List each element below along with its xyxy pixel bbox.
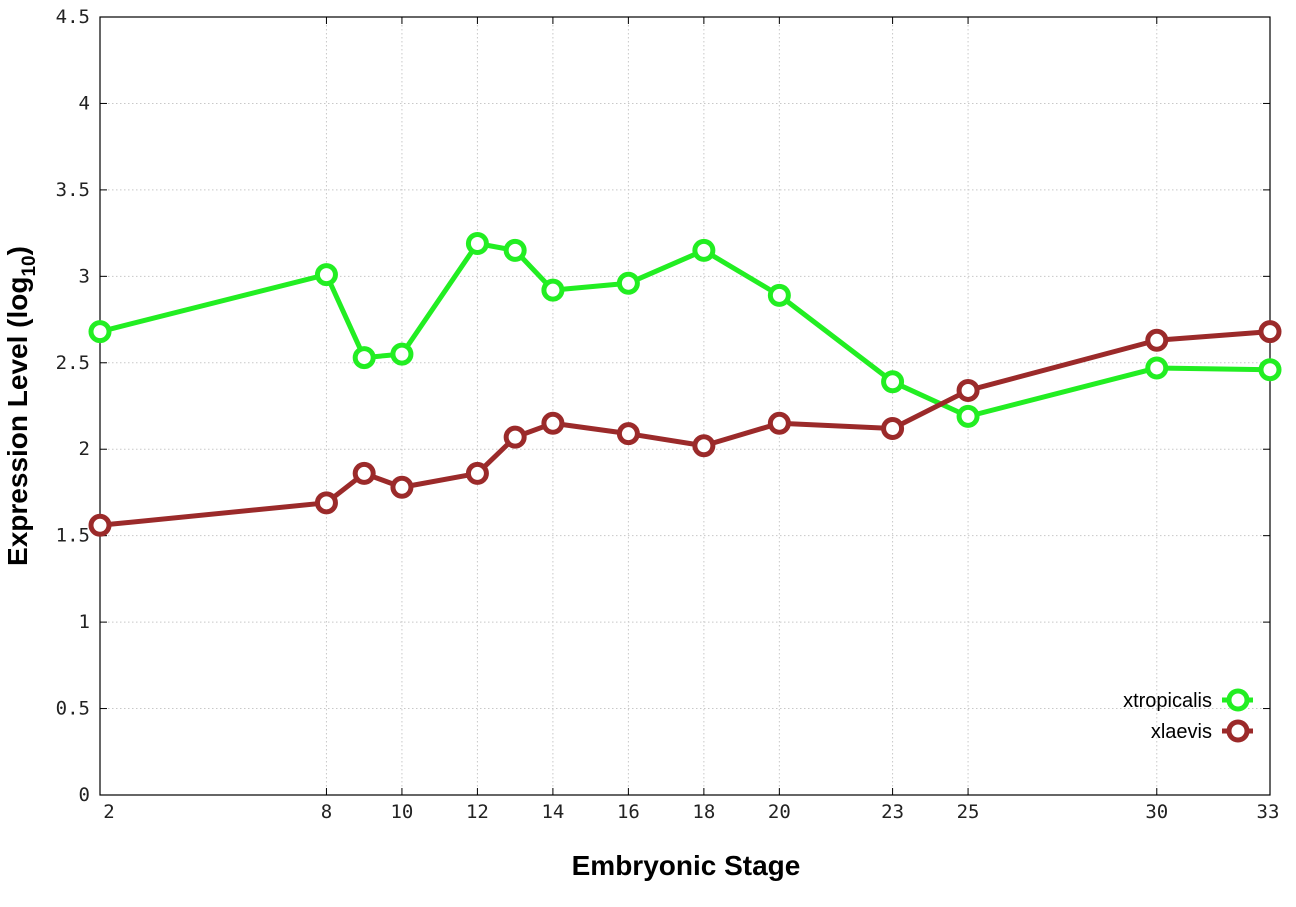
y-tick-label: 0.5 — [56, 698, 90, 720]
data-point-xlaevis-stage-12 — [465, 461, 489, 485]
data-point-xlaevis-stage-33 — [1258, 320, 1282, 344]
data-point-xlaevis-stage-10 — [390, 475, 414, 499]
y-tick-label: 2 — [79, 438, 90, 460]
data-point-xtropicalis-stage-8 — [314, 263, 338, 287]
x-tick-label: 25 — [957, 801, 980, 823]
y-axis-title: Expression Level (log10) — [2, 246, 40, 566]
x-tick-label: 33 — [1257, 801, 1280, 823]
legend-label-xtropicalis: xtropicalis — [1123, 690, 1212, 712]
data-point-xtropicalis-stage-10 — [390, 342, 414, 366]
series-line-xlaevis — [99, 329, 1271, 528]
plot-border — [99, 16, 1271, 796]
y-tick-label: 2.5 — [56, 352, 90, 374]
x-tick-label: 30 — [1145, 801, 1168, 823]
data-point-xtropicalis-stage-25 — [956, 404, 980, 428]
legend-marker-xtropicalis — [1226, 688, 1250, 712]
data-point-xtropicalis-stage-9 — [352, 346, 376, 370]
y-tick-label: 4 — [79, 92, 90, 114]
legend: xtropicalis xlaevis — [1123, 688, 1253, 743]
y-axis-title-main: Expression Level (log — [2, 277, 33, 566]
data-point-xtropicalis-stage-16 — [616, 271, 640, 295]
data-point-xlaevis-stage-20 — [767, 411, 791, 435]
y-axis-title-subscript: 10 — [19, 255, 40, 276]
data-point-xlaevis-stage-8 — [314, 491, 338, 515]
x-tick-label: 8 — [321, 801, 332, 823]
data-point-xlaevis-stage-13 — [503, 425, 527, 449]
data-point-xlaevis-stage-16 — [616, 422, 640, 446]
y-tick-label: 3.5 — [56, 179, 90, 201]
data-point-xlaevis-stage-18 — [692, 434, 716, 458]
data-point-xtropicalis-stage-2 — [88, 320, 112, 344]
x-tick-label: 14 — [541, 801, 564, 823]
data-point-xtropicalis-stage-12 — [465, 231, 489, 255]
y-axis-title-suffix: ) — [2, 246, 33, 255]
data-point-xlaevis-stage-30 — [1145, 328, 1169, 352]
data-point-xtropicalis-stage-14 — [541, 278, 565, 302]
x-tick-label: 20 — [768, 801, 791, 823]
x-tick-label: 2 — [103, 801, 114, 823]
x-tick-label: 10 — [390, 801, 413, 823]
y-tick-label: 3 — [79, 265, 90, 287]
grid-lines — [100, 17, 1270, 795]
legend-marker-xlaevis — [1226, 719, 1250, 743]
x-axis-title: Embryonic Stage — [572, 850, 801, 881]
series-xlaevis — [88, 320, 1282, 537]
data-point-xtropicalis-stage-33 — [1258, 358, 1282, 382]
data-point-xlaevis-stage-23 — [881, 416, 905, 440]
y-tick-label: 1 — [79, 611, 90, 633]
x-tick-label: 12 — [466, 801, 489, 823]
series-line-xtropicalis — [99, 240, 1271, 419]
x-tick-label: 16 — [617, 801, 640, 823]
series-xtropicalis — [88, 231, 1282, 428]
y-tick-label: 4.5 — [56, 6, 90, 28]
data-point-xlaevis-stage-2 — [88, 513, 112, 537]
y-tick-label: 0 — [79, 784, 90, 806]
x-axis-ticks: 2 8 10 12 14 16 18 20 23 25 30 33 — [103, 801, 1279, 823]
data-point-xlaevis-stage-9 — [352, 461, 376, 485]
data-point-xtropicalis-stage-20 — [767, 283, 791, 307]
y-axis-ticks: 0 0.5 1 1.5 2 2.5 3 3.5 4 4.5 — [56, 6, 90, 806]
data-point-xtropicalis-stage-23 — [881, 370, 905, 394]
data-point-xtropicalis-stage-30 — [1145, 356, 1169, 380]
series-lines — [88, 231, 1282, 537]
legend-label-xlaevis: xlaevis — [1151, 721, 1212, 743]
data-point-xlaevis-stage-14 — [541, 411, 565, 435]
data-point-xtropicalis-stage-13 — [503, 238, 527, 262]
x-tick-label: 23 — [881, 801, 904, 823]
data-point-xtropicalis-stage-18 — [692, 238, 716, 262]
data-point-xlaevis-stage-25 — [956, 378, 980, 402]
plot-frame — [99, 16, 1271, 796]
x-tick-label: 18 — [692, 801, 715, 823]
y-tick-label: 1.5 — [56, 525, 90, 547]
